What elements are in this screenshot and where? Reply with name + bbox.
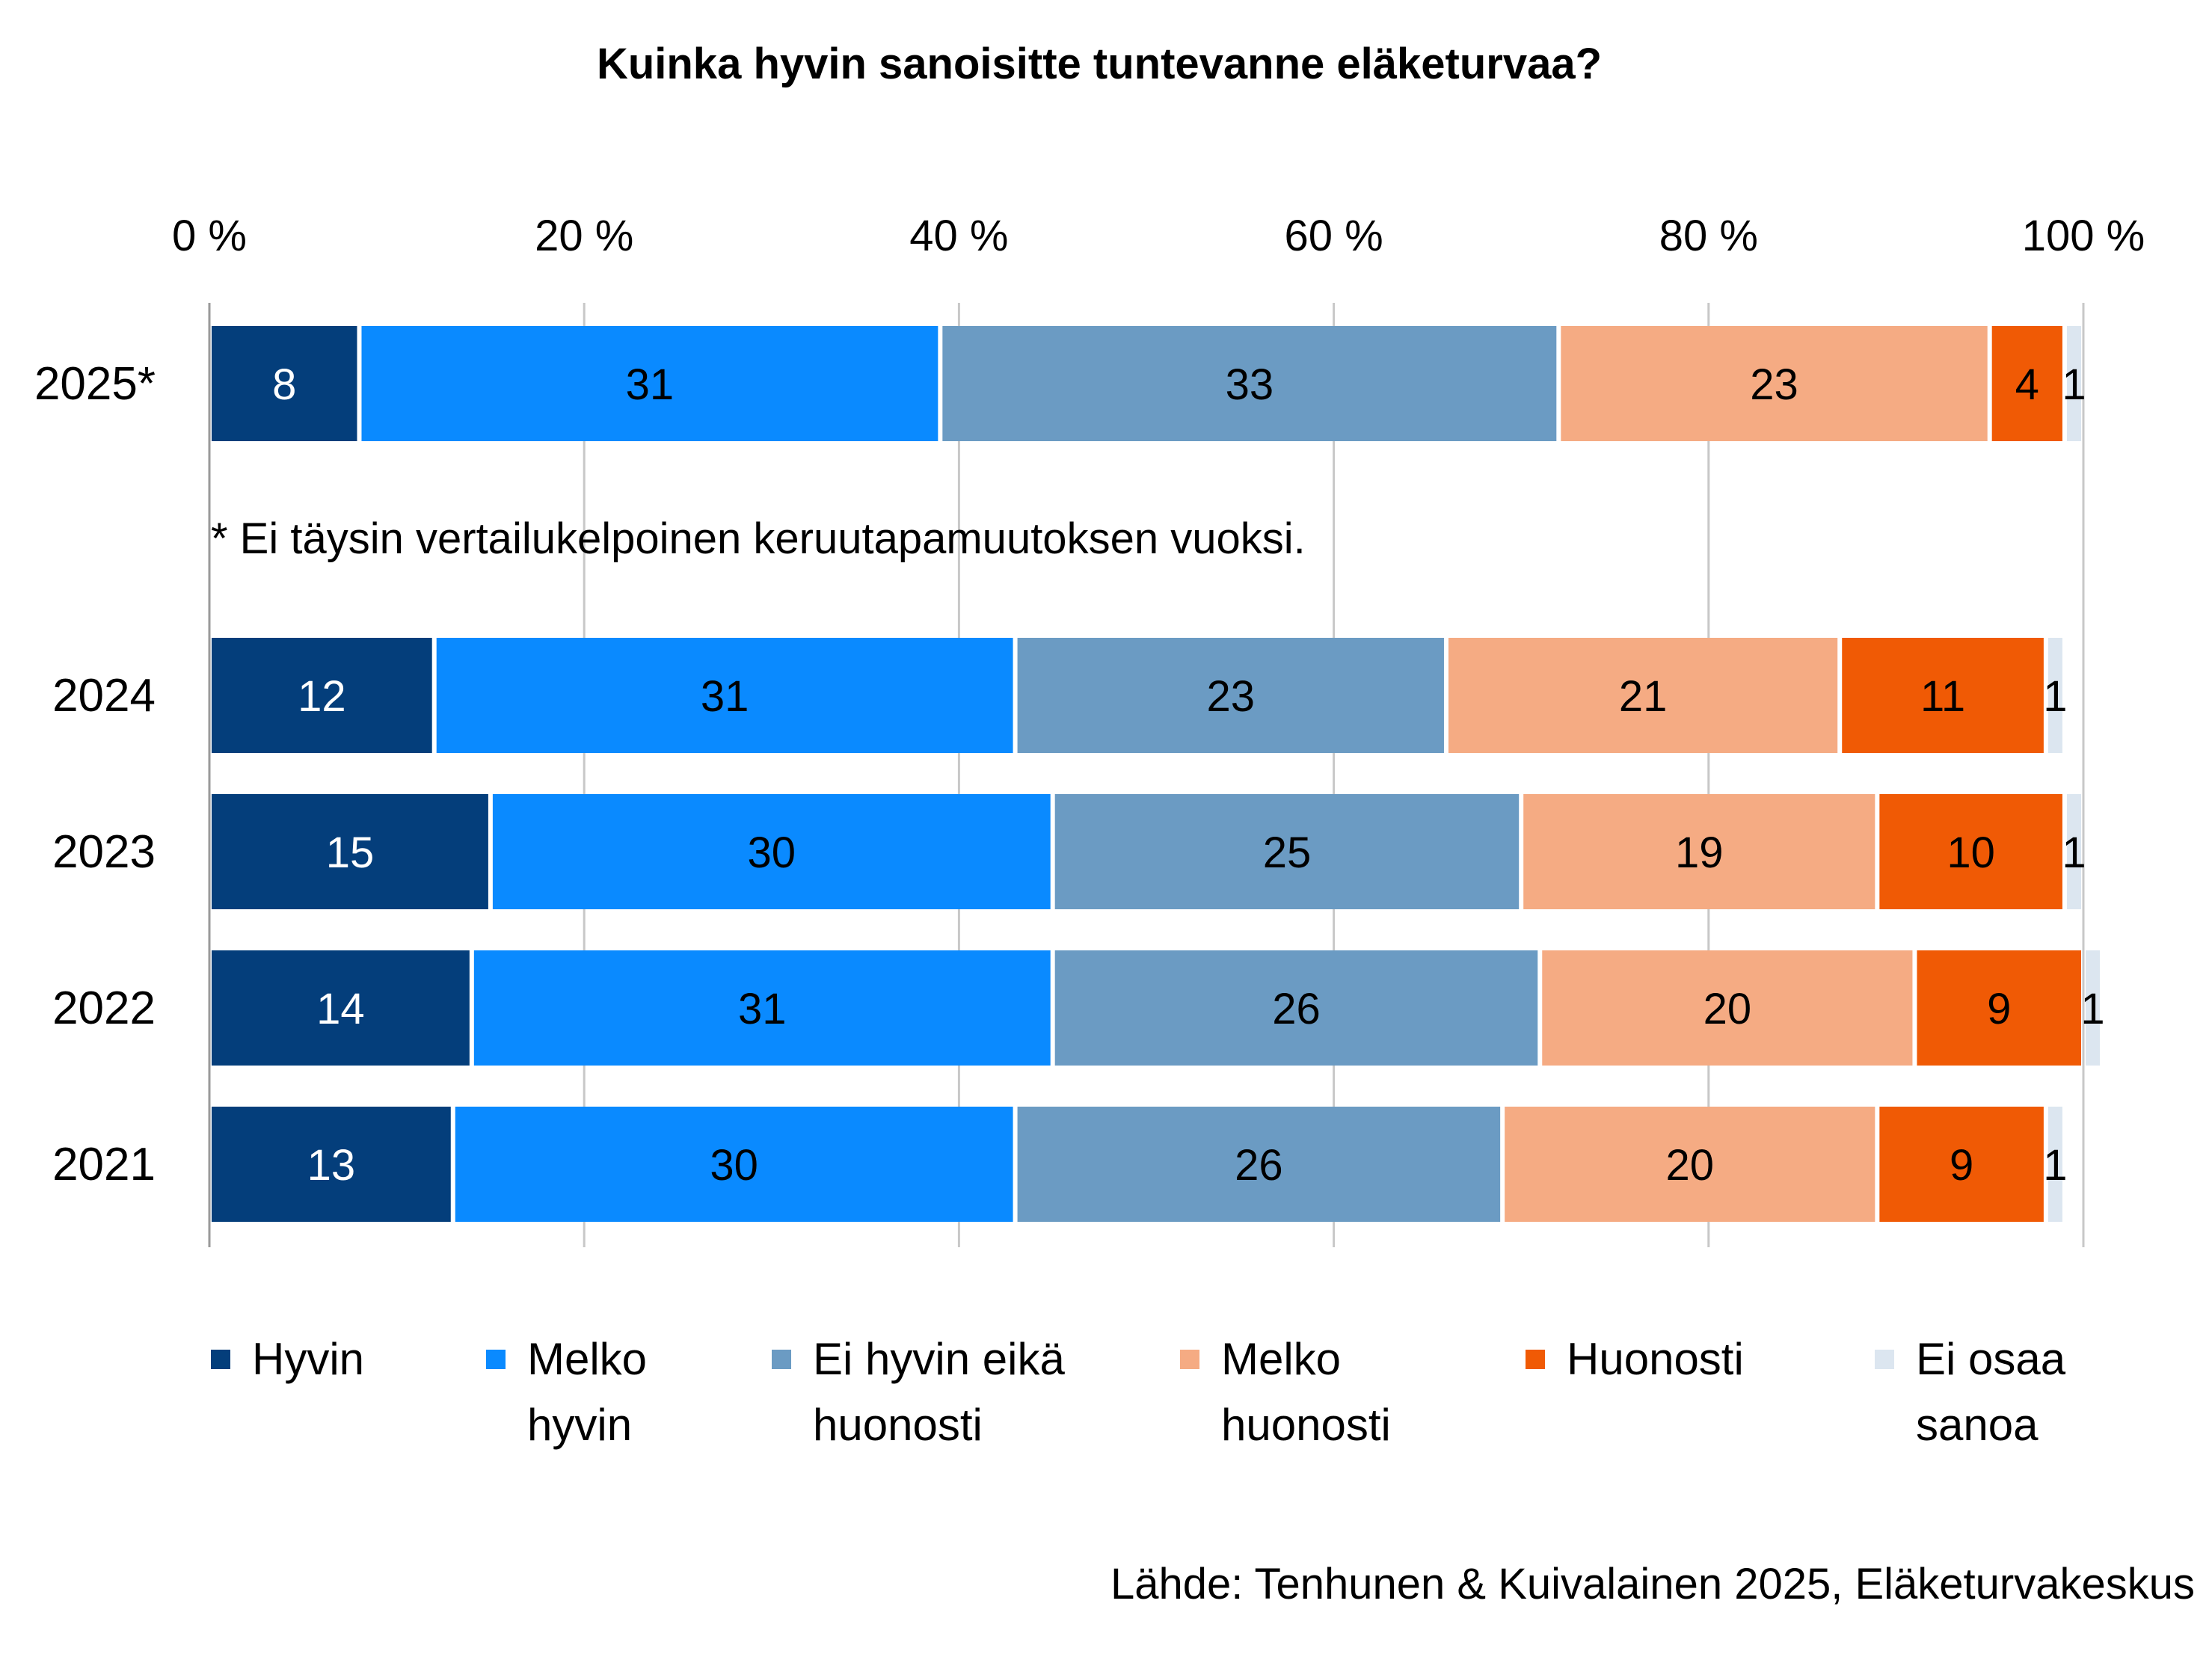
bar-segment — [1879, 794, 2062, 909]
bar-segment — [436, 638, 1013, 753]
bar-segment — [212, 950, 470, 1066]
bar-segment — [1448, 638, 1838, 753]
bar-value-label: 9 — [1987, 985, 2011, 1033]
legend-label: huonosti — [1221, 1400, 1391, 1450]
bar-segment — [1017, 1107, 1501, 1222]
bar-segment — [1879, 1107, 2044, 1222]
bar-segment — [492, 794, 1051, 909]
chart-title: Kuinka hyvin sanoisitte tuntevanne eläke… — [597, 40, 1602, 88]
bar-segment — [2066, 326, 2081, 441]
footnote: * Ei täysin vertailukelpoinen keruutapam… — [211, 514, 1306, 563]
bar-value-label: 10 — [1947, 828, 1995, 877]
bar-value-label: 30 — [748, 828, 796, 877]
legend-label: Melko — [527, 1334, 647, 1384]
x-tick-label: 80 % — [1659, 212, 1758, 260]
legend-swatch — [486, 1350, 506, 1369]
y-category-label: 2021 — [52, 1139, 156, 1190]
bar-segment — [1917, 950, 2081, 1066]
y-category-label: 2023 — [52, 826, 156, 878]
bars: 8 31 33 23 4 112 31 23 21 11 115 30 25 19 10 114 31 26 20 9… — [212, 326, 2105, 1222]
bar-segment — [212, 1107, 451, 1222]
x-tick-label: 40 % — [909, 212, 1008, 260]
bar-segment — [1842, 638, 2044, 753]
source-note: Lähde: Tenhunen & Kuivalainen 2025, Eläk… — [1110, 1560, 2195, 1608]
x-tick-label: 20 % — [535, 212, 633, 260]
bar-value-label: 15 — [326, 828, 375, 877]
bar-value-label: 19 — [1675, 828, 1724, 877]
bar-value-label: 26 — [1272, 985, 1321, 1033]
legend-label: Hyvin — [252, 1334, 364, 1384]
x-tick-label: 60 % — [1284, 212, 1383, 260]
legend-swatch — [1180, 1350, 1199, 1369]
bar-value-label: 20 — [1703, 985, 1752, 1033]
bar-value-label: 31 — [738, 985, 787, 1033]
x-tick-label: 0 % — [172, 212, 247, 260]
bar-value-label: 26 — [1235, 1141, 1283, 1190]
bar-value-label: 13 — [307, 1141, 356, 1190]
bar-segment — [1542, 950, 1913, 1066]
bar-segment — [473, 950, 1051, 1066]
bar-value-label: 25 — [1263, 828, 1312, 877]
bar-segment — [942, 326, 1557, 441]
legend-label: huonosti — [813, 1400, 983, 1450]
legend-label: Melko — [1221, 1334, 1341, 1384]
bar-segment — [2066, 794, 2081, 909]
legend: Hyvin Melko hyvin Ei hyvin eikä huonosti Melk… — [211, 1334, 2066, 1450]
bar-segment — [212, 794, 488, 909]
bar-value-label: 11 — [1920, 672, 1965, 721]
bar-value-label: 1 — [2062, 360, 2086, 409]
bar-segment — [1991, 326, 2062, 441]
x-axis-ticks: 0 % 20 % 40 % 60 % 80 % 100 % — [172, 212, 2145, 260]
legend-swatch — [772, 1350, 791, 1369]
bar-segment — [1054, 794, 1520, 909]
legend-swatch — [211, 1350, 230, 1369]
bar-segment — [212, 638, 432, 753]
bar-value-label: 33 — [1226, 360, 1274, 409]
bar-value-label: 20 — [1665, 1141, 1714, 1190]
bar-value-label: 23 — [1207, 672, 1256, 721]
bar-segment — [455, 1107, 1013, 1222]
bar-value-label: 9 — [1950, 1141, 1973, 1190]
bar-segment — [1523, 794, 1875, 909]
y-category-label: 2022 — [52, 983, 156, 1034]
legend-label: hyvin — [527, 1400, 632, 1450]
legend-swatch — [1875, 1350, 1894, 1369]
bar-segment — [2086, 950, 2101, 1066]
bar-value-label: 21 — [1619, 672, 1668, 721]
x-tick-label: 100 % — [2022, 212, 2145, 260]
gridlines — [208, 303, 2085, 1247]
bar-segment — [361, 326, 938, 441]
bar-segment — [1017, 638, 1444, 753]
y-category-label: 2024 — [52, 670, 156, 722]
y-axis-labels: 2025* 2024 2023 2022 2021 — [34, 358, 156, 1190]
bar-value-label: 1 — [2043, 1141, 2067, 1190]
bar-segment — [2047, 1107, 2062, 1222]
bar-value-label: 1 — [2062, 828, 2086, 877]
bar-value-label: 30 — [710, 1141, 758, 1190]
y-category-label: 2025* — [34, 358, 156, 410]
legend-label: Ei hyvin eikä — [813, 1334, 1065, 1384]
bar-value-label: 31 — [701, 672, 749, 721]
bar-value-label: 23 — [1750, 360, 1798, 409]
legend-label: Huonosti — [1567, 1334, 1744, 1384]
bar-segment — [1561, 326, 1988, 441]
bar-segment — [1505, 1107, 1875, 1222]
bar-value-label: 12 — [298, 672, 346, 721]
legend-label: sanoa — [1916, 1400, 2039, 1450]
bar-value-label: 14 — [316, 985, 365, 1033]
bar-value-label: 4 — [2015, 360, 2039, 409]
bar-value-label: 1 — [2080, 985, 2104, 1033]
bar-value-label: 31 — [626, 360, 675, 409]
legend-swatch — [1526, 1350, 1545, 1369]
bar-value-label: 8 — [272, 360, 296, 409]
legend-label: Ei osaa — [1916, 1334, 2066, 1384]
bar-value-label: 1 — [2043, 672, 2067, 721]
bar-segment — [2047, 638, 2062, 753]
bar-segment — [212, 326, 357, 441]
bar-segment — [1054, 950, 1538, 1066]
